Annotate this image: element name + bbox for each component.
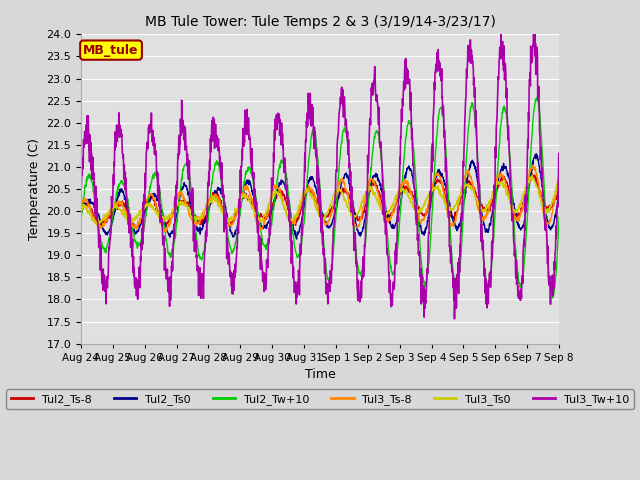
Tul2_Tw+10 — [534, 94, 541, 100]
Tul3_Ts0 — [280, 203, 288, 209]
Tul2_Tw+10 — [349, 207, 357, 213]
Tul2_Ts0 — [77, 208, 84, 214]
Tul2_Tw+10 — [290, 235, 298, 240]
Tul3_Ts0 — [529, 172, 536, 178]
Tul2_Ts0 — [290, 228, 298, 234]
Tul3_Ts-8 — [114, 201, 122, 206]
Tul3_Tw+10 — [280, 159, 287, 165]
Line: Tul3_Ts0: Tul3_Ts0 — [81, 175, 559, 224]
Tul2_Tw+10 — [134, 245, 141, 251]
Tul2_Tw+10 — [298, 234, 306, 240]
Tul2_Ts-8 — [528, 169, 536, 175]
Tul3_Ts0 — [77, 205, 84, 211]
Tul3_Ts0 — [115, 204, 122, 210]
Tul3_Ts-8 — [349, 218, 357, 224]
Tul3_Ts-8 — [134, 224, 141, 230]
Tul3_Ts-8 — [529, 162, 537, 168]
Tul3_Ts-8 — [280, 203, 288, 208]
Tul3_Tw+10 — [556, 160, 563, 166]
Tul3_Tw+10 — [290, 270, 298, 276]
Tul3_Ts0 — [95, 221, 103, 227]
Tul2_Ts0 — [292, 236, 300, 242]
Line: Tul3_Tw+10: Tul3_Tw+10 — [81, 31, 559, 319]
Tul2_Tw+10 — [280, 161, 287, 167]
Legend: Tul2_Ts-8, Tul2_Ts0, Tul2_Tw+10, Tul3_Ts-8, Tul3_Ts0, Tul3_Tw+10: Tul2_Ts-8, Tul2_Ts0, Tul2_Tw+10, Tul3_Ts… — [6, 389, 634, 409]
Tul3_Tw+10 — [77, 175, 84, 180]
Tul2_Tw+10 — [77, 215, 84, 221]
Tul2_Ts0 — [134, 228, 141, 234]
Tul3_Ts-8 — [290, 217, 298, 223]
Tul2_Ts0 — [299, 213, 307, 218]
Tul2_Ts-8 — [77, 206, 84, 212]
Tul2_Ts0 — [280, 180, 287, 185]
X-axis label: Time: Time — [305, 368, 335, 381]
Tul2_Ts0 — [556, 192, 563, 198]
Tul2_Tw+10 — [548, 295, 556, 301]
Tul3_Ts0 — [299, 192, 307, 198]
Tul3_Ts-8 — [162, 229, 170, 235]
Tul2_Ts0 — [532, 151, 540, 157]
Tul2_Ts-8 — [556, 187, 563, 192]
Line: Tul2_Ts0: Tul2_Ts0 — [81, 154, 559, 239]
Tul3_Tw+10 — [298, 216, 306, 222]
Tul3_Tw+10 — [114, 125, 122, 131]
Tul2_Ts-8 — [299, 200, 307, 206]
Tul2_Ts-8 — [280, 192, 288, 198]
Tul3_Ts-8 — [556, 173, 563, 179]
Tul3_Ts0 — [349, 214, 357, 220]
Tul3_Tw+10 — [531, 28, 539, 34]
Tul3_Ts0 — [290, 216, 298, 222]
Tul2_Ts-8 — [349, 204, 357, 210]
Tul2_Ts-8 — [114, 204, 122, 209]
Tul2_Ts-8 — [134, 224, 141, 230]
Tul3_Tw+10 — [349, 222, 357, 228]
Y-axis label: Temperature (C): Temperature (C) — [28, 138, 41, 240]
Text: MB_tule: MB_tule — [83, 44, 139, 57]
Tul3_Ts-8 — [77, 203, 84, 209]
Tul3_Ts0 — [134, 214, 141, 220]
Tul3_Ts0 — [556, 177, 563, 183]
Line: Tul2_Ts-8: Tul2_Ts-8 — [81, 172, 559, 229]
Line: Tul3_Ts-8: Tul3_Ts-8 — [81, 165, 559, 232]
Tul2_Ts-8 — [290, 221, 298, 227]
Line: Tul2_Tw+10: Tul2_Tw+10 — [81, 97, 559, 298]
Tul2_Ts0 — [349, 204, 357, 209]
Tul2_Tw+10 — [114, 184, 122, 190]
Tul2_Ts-8 — [132, 226, 140, 232]
Tul3_Tw+10 — [451, 316, 458, 322]
Tul3_Ts-8 — [299, 199, 307, 204]
Tul3_Tw+10 — [134, 280, 141, 286]
Tul2_Tw+10 — [556, 214, 563, 220]
Title: MB Tule Tower: Tule Temps 2 & 3 (3/19/14-3/23/17): MB Tule Tower: Tule Temps 2 & 3 (3/19/14… — [145, 15, 495, 29]
Tul2_Ts0 — [114, 195, 122, 201]
